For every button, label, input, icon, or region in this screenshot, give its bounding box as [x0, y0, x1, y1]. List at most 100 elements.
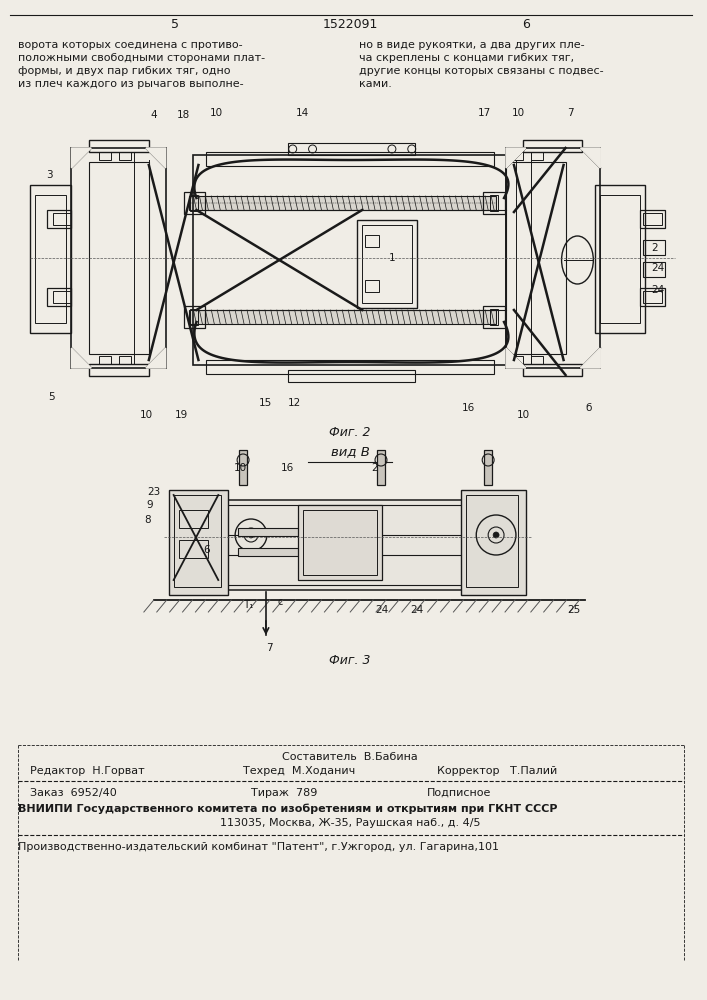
Bar [362, 225, 411, 303]
Text: Подписное: Подписное [426, 788, 491, 798]
Bar [184, 306, 205, 328]
Text: 9: 9 [146, 500, 153, 510]
Bar [523, 140, 583, 152]
Text: 7: 7 [567, 108, 574, 118]
Bar [99, 356, 111, 364]
Text: 24: 24 [410, 605, 423, 615]
Text: 23: 23 [147, 487, 160, 497]
Bar [640, 210, 665, 228]
Bar [89, 162, 149, 354]
Bar [523, 364, 583, 376]
Text: ВНИИПИ Государственного комитета по изобретениям и открытиям при ГКНТ СССР: ВНИИПИ Государственного комитета по изоб… [18, 804, 557, 814]
Bar [189, 310, 496, 324]
Text: 10: 10 [140, 410, 153, 420]
Bar [238, 548, 377, 556]
Text: 24: 24 [651, 285, 665, 295]
Bar [531, 152, 543, 160]
Bar [190, 309, 199, 325]
Bar [89, 140, 149, 152]
Bar [365, 235, 379, 247]
Text: 6: 6 [522, 18, 530, 31]
Bar [600, 195, 640, 323]
Polygon shape [146, 148, 165, 168]
Text: 16: 16 [281, 463, 294, 473]
Text: 3: 3 [46, 170, 53, 180]
Text: Составитель  В.Бабина: Составитель В.Бабина [282, 752, 418, 762]
Text: 5: 5 [48, 392, 55, 402]
Bar [506, 148, 600, 368]
Bar [643, 213, 662, 225]
Bar [643, 240, 665, 255]
Text: 10: 10 [233, 463, 247, 473]
Circle shape [248, 532, 254, 538]
Text: 10: 10 [210, 108, 223, 118]
Text: формы, и двух пар гибких тяг, одно: формы, и двух пар гибких тяг, одно [18, 66, 230, 76]
Text: Редактор  Н.Горват: Редактор Н.Горват [30, 766, 144, 776]
Text: 25: 25 [567, 605, 580, 615]
Text: из плеч каждого из рычагов выполне-: из плеч каждого из рычагов выполне- [18, 79, 243, 89]
Bar [303, 510, 377, 575]
Bar [184, 192, 205, 214]
Text: ками.: ками. [359, 79, 392, 89]
Circle shape [493, 532, 499, 538]
Bar [511, 356, 523, 364]
Bar [52, 213, 71, 225]
Text: 16: 16 [462, 403, 475, 413]
Bar [47, 210, 71, 228]
Text: 5: 5 [170, 18, 179, 31]
Bar [490, 195, 498, 211]
Bar [119, 356, 131, 364]
Polygon shape [71, 148, 91, 168]
Text: 24: 24 [651, 263, 665, 273]
Text: 1522091: 1522091 [322, 18, 378, 31]
Bar [484, 450, 492, 485]
Text: Производственно-издательский комбинат "Патент", г.Ужгород, ул. Гагарина,101: Производственно-издательский комбинат "П… [18, 842, 499, 852]
Text: вид В: вид В [331, 446, 370, 458]
Bar [643, 262, 665, 277]
Bar [288, 143, 415, 155]
Bar [298, 505, 382, 580]
Bar [189, 196, 496, 210]
Text: б: б [585, 403, 592, 413]
Polygon shape [71, 348, 91, 368]
Text: 15: 15 [259, 398, 272, 408]
Polygon shape [580, 348, 600, 368]
Text: T₁: T₁ [243, 600, 254, 610]
Text: Техред  М.Ходанич: Техред М.Ходанич [243, 766, 356, 776]
Bar [288, 370, 415, 382]
Bar [179, 540, 209, 558]
Polygon shape [580, 148, 600, 168]
Bar [490, 309, 498, 325]
Bar [511, 152, 523, 160]
Text: 17: 17 [477, 108, 491, 118]
Bar [467, 495, 518, 587]
Text: 14: 14 [296, 108, 309, 118]
Bar [643, 291, 662, 303]
Text: Тираж  789: Тираж 789 [251, 788, 317, 798]
Bar [194, 500, 491, 590]
Text: Фиг. 2: Фиг. 2 [329, 426, 371, 438]
Bar [174, 495, 221, 587]
Text: 10: 10 [518, 410, 530, 420]
Text: 10: 10 [511, 108, 525, 118]
Bar [462, 490, 526, 595]
Bar [35, 195, 66, 323]
Text: 6: 6 [203, 545, 210, 555]
Bar [71, 148, 165, 368]
Text: 8: 8 [144, 515, 151, 525]
Bar [238, 528, 377, 536]
Bar [179, 510, 209, 528]
Text: 113035, Москва, Ж-35, Раушская наб., д. 4/5: 113035, Москва, Ж-35, Раушская наб., д. … [220, 818, 481, 828]
Text: другие концы которых связаны с подвес-: другие концы которых связаны с подвес- [359, 66, 604, 76]
Bar [190, 195, 199, 211]
Text: ворота которых соединена с противо-: ворота которых соединена с противо- [18, 40, 243, 50]
Bar [206, 152, 494, 166]
Bar [239, 450, 247, 485]
Bar [30, 185, 71, 333]
Text: 24: 24 [375, 605, 389, 615]
Text: 4: 4 [151, 110, 157, 120]
Bar [357, 220, 416, 308]
Bar [99, 152, 111, 160]
Text: 2: 2 [652, 243, 658, 253]
Text: положными свободными сторонами плат-: положными свободными сторонами плат- [18, 53, 265, 63]
